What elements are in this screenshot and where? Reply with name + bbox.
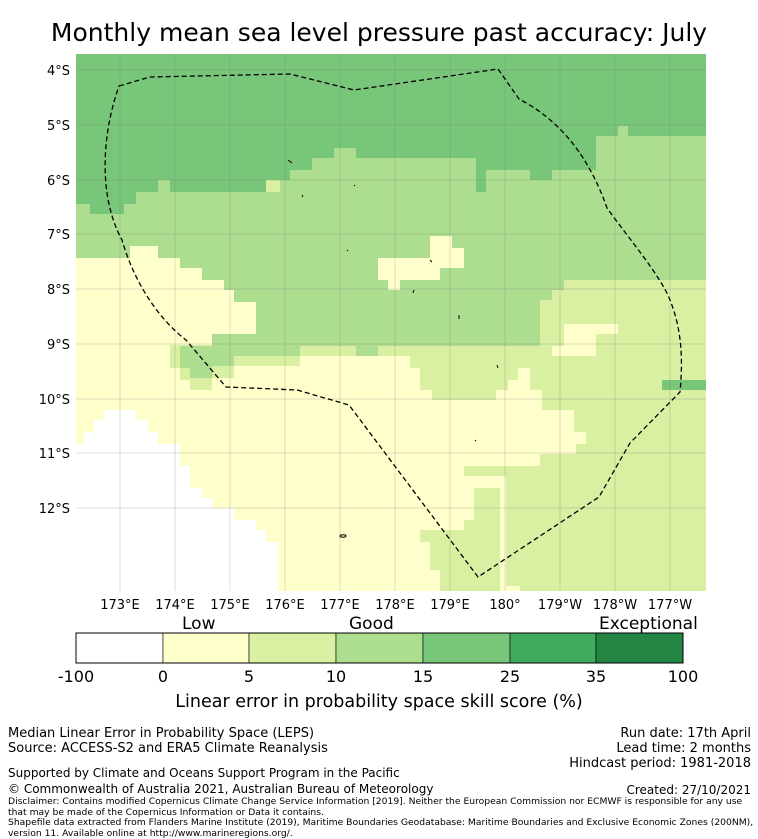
footer-supported: Supported by Climate and Oceans Support … xyxy=(8,766,400,780)
colorbar-title: Linear error in probability space skill … xyxy=(175,692,583,712)
lat-tick: 10°S xyxy=(39,393,70,408)
colorbar xyxy=(75,632,684,664)
region-15-25 xyxy=(76,54,706,214)
lon-tick-labels: 173°E 174°E 175°E 176°E 177°E 178°E 179°… xyxy=(100,598,692,613)
colorbar-bin xyxy=(595,632,684,664)
lon-tick: 178°W xyxy=(593,598,637,613)
category-label-low: Low xyxy=(182,614,216,634)
lon-tick: 177°E xyxy=(320,598,360,613)
lon-tick: 176°E xyxy=(265,598,305,613)
footer-run-date: Run date: 17th April xyxy=(620,726,751,741)
lat-tick: 12°S xyxy=(39,502,70,517)
region-0-5-south xyxy=(76,390,126,400)
colorbar-bin xyxy=(422,632,511,664)
gridlines xyxy=(76,54,706,591)
lon-tick: 175°E xyxy=(210,598,250,613)
lon-tick: 179°E xyxy=(430,598,470,613)
islands xyxy=(287,159,499,538)
footer-created: Created: 27/10/2021 xyxy=(626,783,751,797)
lon-tick: 179°W xyxy=(538,598,582,613)
colorbar-bin xyxy=(509,632,597,664)
region-0-5-patch-north xyxy=(378,236,464,290)
lat-tick: 8°S xyxy=(47,283,70,298)
skill-shading xyxy=(76,54,706,591)
footer-disclaimer: Disclaimer: Contains modified Copernicus… xyxy=(8,796,743,818)
colorbar-tick: 100 xyxy=(668,667,699,686)
footer-source: Source: ACCESS-S2 and ERA5 Climate Reana… xyxy=(8,741,328,756)
colorbar-bin xyxy=(162,632,250,664)
region-no-skill xyxy=(76,410,278,591)
lon-tick: 174°E xyxy=(155,598,195,613)
colorbar-bin xyxy=(75,632,164,664)
lon-tick: 177°W xyxy=(648,598,692,613)
footer-hindcast: Hindcast period: 1981-2018 xyxy=(569,756,751,771)
lat-tick: 11°S xyxy=(39,447,70,462)
lon-tick: 173°E xyxy=(100,598,140,613)
region-5-10-east xyxy=(378,280,706,591)
footer-leps: Median Linear Error in Probability Space… xyxy=(8,726,315,741)
region-10-15-east-patch xyxy=(662,380,706,390)
colorbar-bin xyxy=(248,632,337,664)
region-0-5-patch-east xyxy=(552,324,618,356)
footer-copyright: © Commonwealth of Australia 2021, Austra… xyxy=(8,782,434,796)
colorbar-tick: 15 xyxy=(413,667,433,686)
lat-tick: 6°S xyxy=(47,174,70,189)
skill-map: 4°S 5°S 6°S 7°S 8°S 9°S 10°S 11°S 12°S 1… xyxy=(39,54,706,686)
lat-tick: 4°S xyxy=(47,64,70,79)
category-label-good: Good xyxy=(349,614,394,634)
lon-tick: 180° xyxy=(489,598,520,613)
eez-boundary xyxy=(104,68,683,578)
colorbar-tick-labels: -100 0 5 10 15 25 35 100 xyxy=(58,667,698,686)
chart-title: Monthly mean sea level pressure past acc… xyxy=(50,18,708,47)
lon-tick: 178°E xyxy=(375,598,415,613)
lat-tick: 9°S xyxy=(47,338,70,353)
footer-shapefile: Shapefile data extracted from Flanders M… xyxy=(8,817,754,839)
colorbar-tick: 35 xyxy=(586,667,606,686)
colorbar-tick: 10 xyxy=(326,667,346,686)
lat-tick: 7°S xyxy=(47,228,70,243)
category-label-exceptional: Exceptional xyxy=(599,614,698,634)
colorbar-tick: 0 xyxy=(158,667,168,686)
colorbar-tick: 25 xyxy=(500,667,520,686)
lat-tick-labels: 4°S 5°S 6°S 7°S 8°S 9°S 10°S 11°S 12°S xyxy=(39,64,70,517)
region-5-10-south xyxy=(420,488,500,591)
colorbar-bin xyxy=(335,632,424,664)
colorbar-tick: 5 xyxy=(244,667,254,686)
footer-lead-time: Lead time: 2 months xyxy=(616,741,751,756)
lat-tick: 5°S xyxy=(47,119,70,134)
colorbar-tick: -100 xyxy=(58,667,94,686)
colorbar-frame xyxy=(75,632,684,664)
